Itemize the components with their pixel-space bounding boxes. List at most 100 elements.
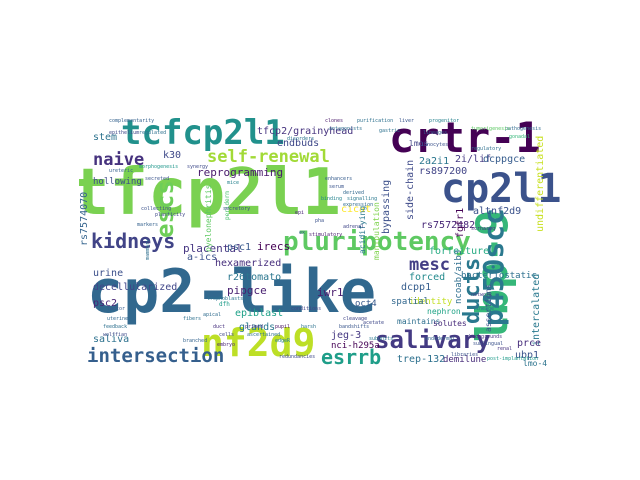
word-feedback: feedback [103,324,127,330]
word-cloud-canvas: tfcp2l1 cp2-like crtr-1 tcfcp2l1 cp2l1 l… [79,113,561,369]
word-oct4: oct4 [355,299,377,309]
word-lmo-4: lmo-4 [523,359,547,368]
word-glands: glands [239,322,275,333]
word-duct: duct [213,324,225,330]
word-fibers: fibers [183,316,201,322]
word-factor: factor [107,306,125,312]
word-prce: prce [517,338,541,349]
word-kidneys: kidneys [91,229,175,253]
word-altnf2d9: altnf2d9 [473,206,521,217]
word-plasticity: plasticity [155,212,185,218]
word-epiblast: epiblast [235,308,283,319]
word-mammary: mammary [145,239,151,260]
word-scrnaseq: scrnaseq [471,226,495,232]
word-bypassing: bypassing [381,180,392,234]
word-cicat: cicat [341,204,371,215]
word-complementarity: complementarity [109,118,154,124]
word-nf2d9: nf2d9 [201,321,315,365]
word-dfh: dfh [219,301,230,308]
word-irecs: irecs [257,240,290,253]
word-intercalated: intercalated [531,274,542,346]
word-acetate: acetate [363,320,384,326]
word-assertions: assertions [484,284,493,332]
word-enhancers: enhancers [325,176,352,182]
word-morphogenesis: morphogenesis [139,164,178,170]
word-ascertained: ascertained [247,332,280,338]
word-decellularized: decellularized [93,282,177,293]
word-intersection: intersection [87,345,224,367]
word-expression: expression [343,202,373,208]
word-cleavage: cleavage [343,316,367,322]
word-trophoblasts: trophoblasts [207,296,243,302]
word-purification: purification [357,118,393,124]
word-psc2: psc2 [93,298,117,309]
word-conditions: conditions [291,306,321,312]
word-signalling: signalling [347,196,377,202]
word-markers: markers [137,222,158,228]
word-gastric: gastric [379,128,400,134]
word-trep-132: trep-132 [397,354,445,365]
word-ionocytes: ionocytes [421,142,448,148]
word-subunits: subunits [369,336,393,342]
word-tumorigenesis: tumorigenesis [471,126,510,132]
word-pyelonephritis: pyelonephritis [204,184,213,252]
word-primed: primed [245,324,263,330]
word-k30: k30 [163,150,181,161]
word-branched: branched [183,338,207,344]
word-pipgce: pipgce [227,284,267,297]
word-regulated: regulated [139,130,166,136]
word-endodermal: endodermal [425,336,455,342]
word-libraries: libraries [451,352,478,358]
word-gonadal: gonadal [509,134,530,140]
word-progenitor: progenitor [429,118,459,124]
word-2i-lif: 2i/lif [455,154,491,165]
word-lmos: lmos [409,139,428,148]
word-manipulation: manipulation [372,202,381,260]
word-redundancies: redundancies [279,354,315,360]
word-spatial: spatial [391,297,429,307]
word-solutes: solutes [433,319,467,328]
word-r26tomato: r26tomato [227,272,281,283]
word-salivary: salivary [375,326,491,354]
word-renal: renal [497,346,512,352]
word-pupil: pupil [275,324,290,330]
word-epithelium: epithelium [109,130,139,136]
word-mesc: mesc [409,255,450,275]
word-ducts: ducts [460,258,485,324]
word-side-chain: side-chain [405,160,416,220]
word-pha: pha [315,218,324,224]
word-embryo: embryo [217,342,235,348]
word-adrenal: adrenal [343,224,364,230]
word-lineage: lineage [473,306,494,312]
word-pathogenesis: pathogenesis [505,126,541,132]
word-cp2-like: cp2-like [87,257,376,327]
word-psc1: psc1 [227,242,251,253]
word-cells: cells [219,332,234,338]
word-secretory: secretory [223,206,250,212]
word-cp2l1: cp2l1 [441,166,561,212]
word-crtr-1: crtr-1 [389,113,541,162]
word-a-ics: a-ics [187,252,217,263]
word-rs897200: rs897200 [419,166,467,177]
word-disorders: disorders [287,136,314,142]
word-ncoab-aib3: ncoab/aib3 [454,250,464,304]
word-placental: placental [183,242,243,255]
word-tfcp2l1: tfcp2l1 [79,156,341,230]
word-mice: mice [227,180,239,186]
word-identity: identity [409,297,453,307]
word-stimulatory: stimulatory [309,232,342,238]
word-wolffian: wolffian [103,332,127,338]
word-fgfr1: fgfr1 [455,208,466,238]
word-sublingual: sublingual [473,341,503,347]
word-ex: ex [299,230,305,236]
word-dcppgce: dcppgce [483,154,525,165]
word-harsh: harsh [301,324,316,330]
word-hexamerized: hexamerized [215,258,281,269]
word-backgrounds: backgrounds [469,334,502,340]
word-saliva: saliva [93,334,129,345]
word-periderm: periderm [224,191,231,220]
word-naive: naive [93,150,144,170]
word-jeg-3: jeg-3 [331,330,361,341]
word-endbuds: endbuds [277,138,319,149]
word-urine: urine [93,268,123,279]
